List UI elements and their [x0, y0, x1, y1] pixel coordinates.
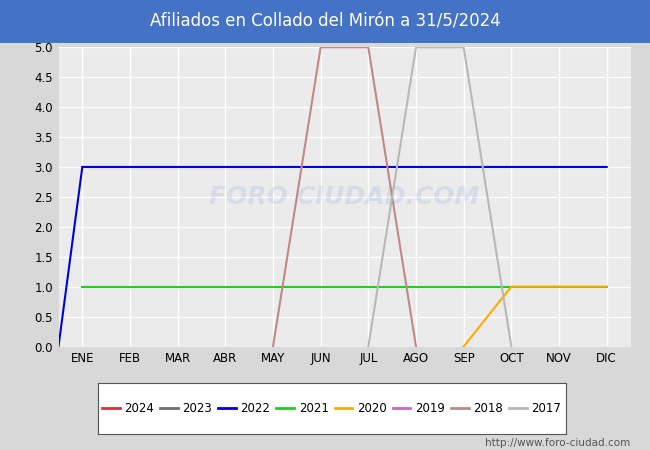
Text: Afiliados en Collado del Mirón a 31/5/2024: Afiliados en Collado del Mirón a 31/5/20… — [150, 12, 500, 31]
Text: http://www.foro-ciudad.com: http://www.foro-ciudad.com — [486, 438, 630, 448]
Legend: 2024, 2023, 2022, 2021, 2020, 2019, 2018, 2017: 2024, 2023, 2022, 2021, 2020, 2019, 2018… — [97, 397, 566, 419]
Text: FORO CIUDAD.COM: FORO CIUDAD.COM — [209, 185, 480, 209]
